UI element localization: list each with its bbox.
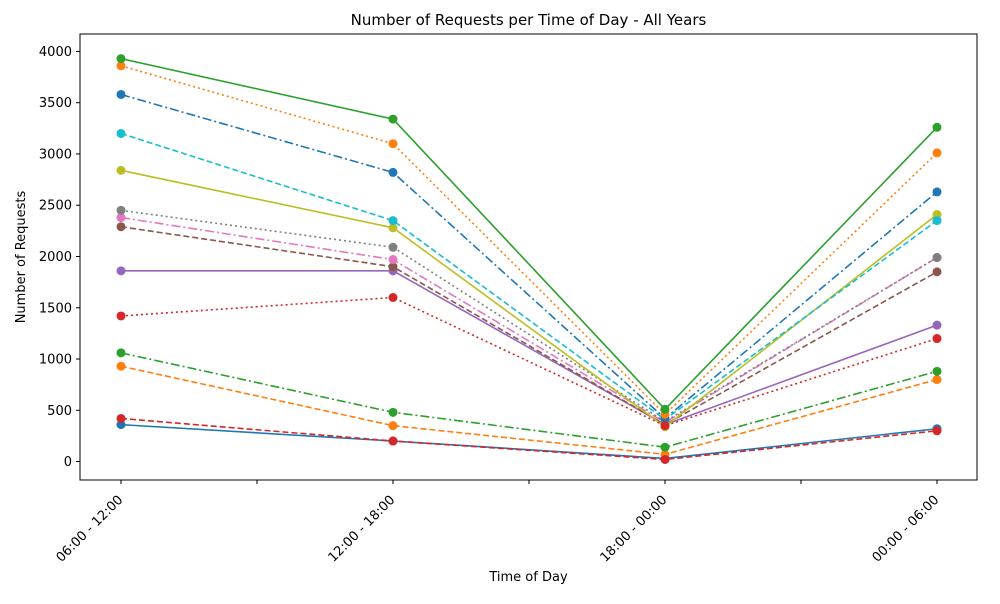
data-point	[932, 209, 942, 219]
series-line	[120, 65, 938, 416]
series-line	[121, 270, 938, 426]
series-3	[116, 348, 942, 452]
data-point	[116, 128, 126, 138]
data-point	[388, 223, 398, 233]
y-axis-label: Number of Requests	[14, 190, 29, 323]
data-point	[388, 167, 398, 177]
y-tick-label: 500	[47, 404, 72, 419]
data-point	[388, 407, 398, 417]
y-tick-label: 1500	[39, 301, 72, 316]
y-tick-label: 2500	[39, 199, 72, 214]
y-tick-label: 3000	[39, 147, 72, 162]
series-line	[120, 365, 938, 456]
data-point	[116, 89, 126, 99]
data-point	[388, 255, 398, 265]
x-axis-label: Time of Day	[488, 570, 568, 585]
data-point	[116, 165, 126, 175]
data-point	[388, 216, 398, 226]
data-point	[388, 139, 398, 149]
data-point	[932, 253, 942, 263]
y-axis: 0 500 1000 1500 2000 2500 3000 3500 4000	[39, 45, 80, 470]
series-line	[120, 296, 938, 427]
series-4	[116, 413, 942, 464]
data-point	[388, 262, 398, 272]
data-point	[932, 366, 942, 376]
data-point	[116, 348, 126, 358]
data-point	[116, 413, 126, 423]
data-point	[932, 426, 942, 436]
data-point	[388, 293, 398, 302]
data-point	[388, 242, 398, 252]
series-line	[120, 57, 938, 411]
series-line	[120, 417, 938, 461]
data-point	[116, 61, 126, 71]
data-point	[388, 436, 398, 446]
data-point	[388, 421, 398, 431]
data-point	[388, 114, 398, 124]
y-tick-label: 3500	[39, 96, 72, 111]
series-line	[120, 209, 938, 423]
data-point	[116, 205, 126, 215]
series-line	[120, 93, 938, 420]
data-point	[116, 222, 126, 232]
series-line	[120, 169, 938, 428]
data-point	[116, 361, 126, 371]
data-point	[116, 54, 126, 64]
data-point	[932, 334, 942, 344]
data-point	[116, 266, 126, 276]
data-point	[116, 420, 126, 430]
data-point	[932, 216, 942, 226]
data-point	[932, 148, 942, 158]
data-point	[932, 187, 942, 197]
series-6	[116, 222, 942, 430]
data-point	[932, 320, 942, 330]
series-14	[116, 293, 942, 431]
series-13	[116, 54, 942, 414]
plot-area	[116, 54, 942, 464]
data-point	[116, 213, 126, 223]
series-line	[120, 225, 938, 426]
y-tick-label: 2000	[39, 250, 72, 265]
series-line	[120, 352, 938, 449]
y-tick-label: 0	[64, 455, 72, 470]
data-point	[660, 454, 670, 464]
data-point	[932, 122, 942, 132]
data-point	[932, 375, 942, 385]
data-point	[116, 311, 126, 321]
data-point	[660, 421, 670, 431]
y-tick-label: 4000	[39, 45, 72, 60]
series-12	[116, 61, 942, 419]
data-point	[932, 267, 942, 277]
data-point	[660, 442, 670, 452]
chart-title: Number of Requests per Time of Day - All…	[351, 11, 707, 29]
data-point	[660, 404, 670, 414]
series-line	[120, 132, 938, 421]
y-tick-label: 1000	[39, 353, 72, 368]
